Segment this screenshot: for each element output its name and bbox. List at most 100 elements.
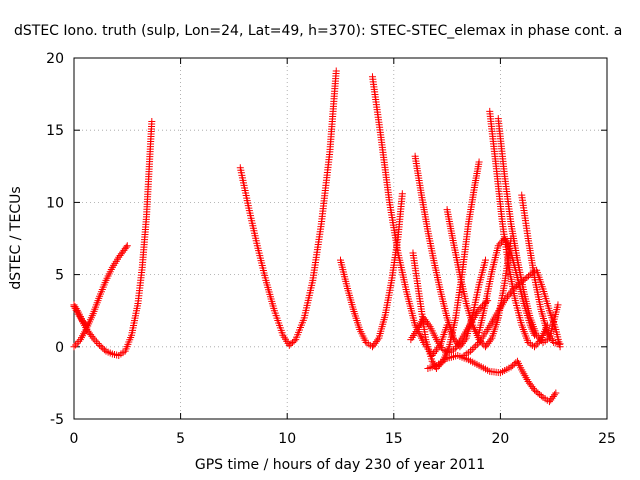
data-point [484,297,492,305]
data-point [72,305,80,313]
series-arc-10 [486,107,551,351]
data-point [497,238,505,246]
data-point [523,273,531,281]
data-point [477,304,485,312]
data-point [532,388,540,396]
data-point [511,284,519,292]
data-point [510,360,518,368]
series-arc-4 [236,67,340,349]
data-point [100,346,108,354]
series-arc-15 [475,235,539,339]
y-axis-label: dSTEC / TECUs [8,186,24,289]
data-point [289,338,297,346]
data-point [519,276,527,284]
data-point [81,320,89,328]
data-point [83,321,91,329]
x-tick-label: 15 [385,431,403,447]
x-tick-label: 5 [176,431,185,447]
data-point [425,321,433,329]
data-point [80,318,88,326]
data-point [70,301,78,309]
data-point [94,340,102,348]
data-point [525,272,533,280]
data-point [536,390,544,398]
data-point [285,341,293,349]
data-point [99,344,107,352]
y-tick-label: -5 [50,412,64,428]
data-point [509,362,517,370]
data-point [536,335,544,343]
data-point [88,332,96,340]
series-arc-1 [70,118,156,359]
data-point [537,392,545,400]
y-tick-label: 5 [55,268,64,284]
y-tick-label: 15 [46,123,64,139]
data-point [290,337,298,345]
data-point [91,336,99,344]
data-point [73,306,81,314]
x-tick-label: 20 [491,431,509,447]
data-point [509,285,517,293]
data-point [122,243,130,251]
data-point [467,347,475,355]
data-point [531,343,539,351]
data-point [534,389,542,397]
y-tick-label: 20 [46,51,64,67]
data-point [554,301,562,309]
data-point [552,389,560,397]
data-point [534,339,542,347]
series-arc-11 [494,115,562,346]
data-point [97,343,105,351]
data-point [529,384,537,392]
data-point [531,386,539,394]
data-point [481,256,489,264]
data-point [92,338,100,346]
data-marks [70,67,564,406]
data-point [551,391,559,399]
chart-title: dSTEC Iono. truth (sulp, Lon=24, Lat=49,… [14,23,622,39]
data-point [473,340,481,348]
data-point [79,317,87,325]
x-axis-label: GPS time / hours of day 230 of year 2011 [195,457,485,473]
data-point [475,158,483,166]
data-point [72,341,80,349]
data-point [507,363,515,371]
data-point [70,343,78,351]
series-arc-3 [70,301,91,329]
data-point [478,302,486,310]
data-point [487,336,495,344]
series-arc-14 [424,351,560,406]
data-point [96,341,104,349]
data-point [468,345,476,353]
data-point [148,118,156,126]
data-point [480,300,488,308]
data-point [89,334,97,342]
data-point [470,344,478,352]
axis-ticks: 0 5 10 15 20 25 -5 0 5 10 15 20 [46,51,616,447]
data-point [494,242,502,250]
data-point [472,342,480,350]
series-arc-16 [407,297,492,357]
series-arc-6 [368,73,451,359]
x-tick-label: 25 [598,431,616,447]
data-point [556,340,564,348]
data-point [521,275,529,283]
data-point [374,336,382,344]
series-arc-2 [70,242,131,351]
data-point [532,341,540,349]
x-tick-label: 10 [278,431,296,447]
data-point [534,333,542,341]
data-point [73,339,81,347]
y-tick-label: 0 [55,340,64,356]
y-tick-label: 10 [46,195,64,211]
x-tick-label: 0 [70,431,79,447]
data-point [123,242,131,250]
data-point [75,337,83,345]
data-point [531,331,539,339]
data-point [496,240,504,248]
data-point [398,190,406,198]
data-point [475,305,483,313]
data-point [482,298,490,306]
